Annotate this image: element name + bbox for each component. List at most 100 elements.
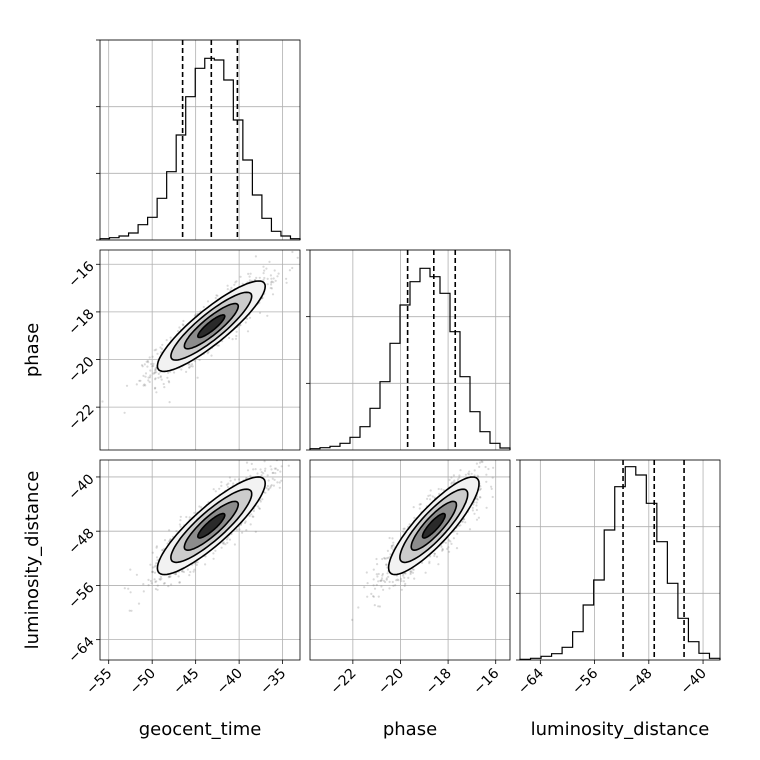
sample-point [235,528,238,531]
sample-point [457,524,460,528]
ytick-label-luminosity_distance-1: −56 [65,580,97,612]
sample-point [147,361,150,364]
density-fill-3 [422,513,446,538]
sample-point [452,481,455,484]
sample-point [160,347,164,350]
sample-point [142,583,145,586]
sample-point [458,476,461,479]
sample-point [151,551,154,554]
sample-point [409,571,412,574]
scatter-frame-0-2 [99,459,301,661]
sample-point [155,546,158,549]
sample-point [437,487,440,491]
sample-point [168,575,171,578]
sample-point [400,579,403,583]
sample-point [226,541,229,544]
sample-point [452,537,455,540]
sample-point [228,476,231,479]
sample-point [264,491,267,494]
sample-point [258,276,261,279]
sample-point [478,488,481,491]
scatter-panel-geocent_time-phase [99,249,301,451]
sample-point [269,274,272,277]
hist-frame-phase [309,249,511,451]
sample-point [135,573,138,576]
sample-point [390,546,393,550]
sample-point [193,568,196,571]
sample-point [380,585,383,588]
sample-point [153,372,156,375]
sample-point [431,495,434,498]
sample-point [391,580,394,584]
xtick-label-phase-2: −18 [423,666,455,698]
sample-point [490,485,493,488]
sample-point [214,549,217,552]
sample-point [154,378,157,381]
sample-point [277,272,280,275]
contour-1 [170,488,253,564]
sample-point [178,523,181,526]
sample-point [167,371,170,374]
sample-point [363,586,366,589]
sample-point [473,474,476,477]
sample-point [147,376,150,379]
sample-point [449,540,452,543]
sample-point [220,481,223,484]
xtick-label-phase-0: −22 [327,666,359,698]
sample-point [468,528,472,531]
sample-point [472,503,475,506]
sample-point [468,470,471,473]
sample-point [271,293,275,296]
sample-point [266,474,269,477]
sample-point [441,549,444,552]
sample-point [285,281,288,284]
sample-point [178,581,181,584]
sample-point [149,374,152,377]
sample-point [464,521,467,524]
sample-point [228,538,231,541]
xtick-label-luminosity_distance-1: −56 [569,665,601,697]
contour-2 [183,500,240,552]
sample-point [265,267,268,270]
ytick-label-phase-1: −20 [65,354,97,386]
sample-point [248,316,252,319]
sample-point [179,519,182,522]
sample-point [256,472,259,475]
sample-point [254,468,257,471]
sample-point [202,305,205,309]
sample-point [395,579,398,582]
sample-point [159,376,162,379]
sample-point [388,536,391,540]
sample-point [287,464,290,467]
sample-point [419,503,422,506]
sample-point [198,505,201,508]
histogram-geocent_time [99,57,301,240]
sample-point [204,555,207,558]
xtick-label-geocent_time-2: −45 [170,666,202,698]
sample-point [394,584,397,587]
sample-point [177,330,180,333]
scatter-samples [351,460,495,622]
sample-point [123,411,126,414]
sample-point [441,548,444,551]
sample-point [450,476,453,479]
sample-point [438,492,441,495]
sample-point [413,577,416,580]
sample-point [262,457,264,459]
sample-point [175,530,178,533]
sample-point [411,571,415,574]
sample-point [440,545,443,548]
sample-point [387,575,390,578]
sample-point [161,549,164,552]
sample-point [249,474,252,477]
sample-point [372,578,375,581]
sample-point [279,470,282,473]
sample-point [397,579,400,582]
sample-point [402,580,405,583]
sample-point [471,509,474,512]
sample-point [392,584,395,587]
sample-point [291,250,294,254]
sample-point [144,372,148,375]
sample-point [193,511,196,514]
sample-point [214,296,217,300]
